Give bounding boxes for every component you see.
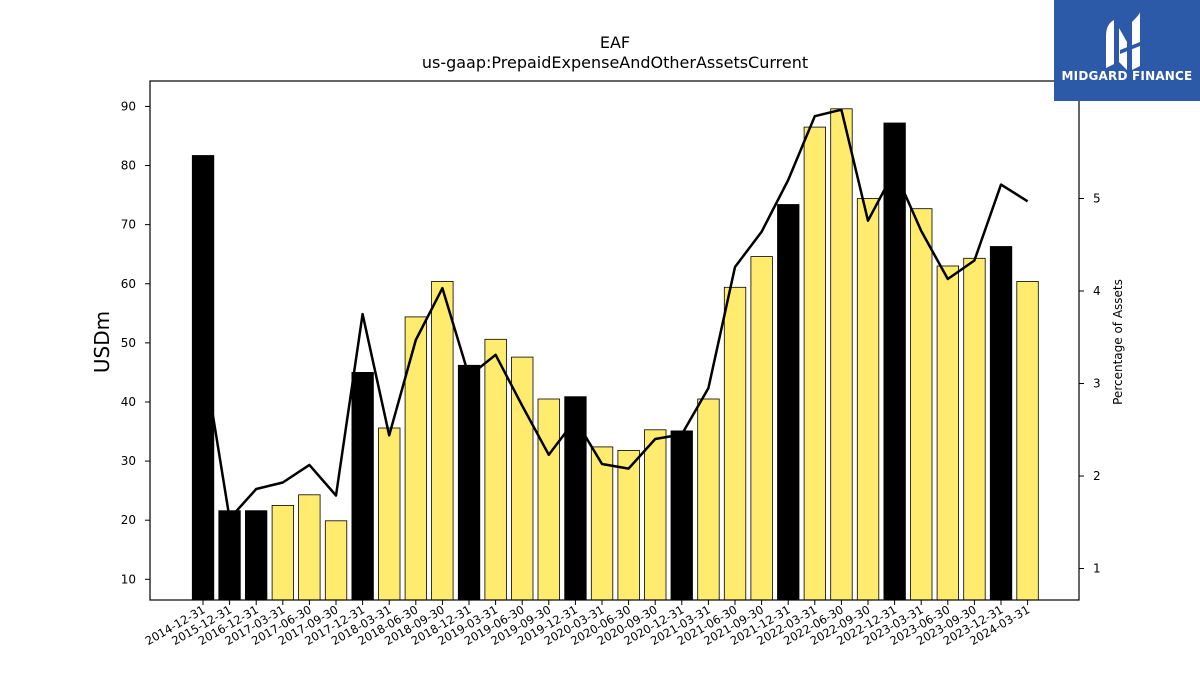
y-axis-label: USDm (90, 311, 114, 373)
bar (750, 256, 773, 601)
y-tick-label: 10 (121, 572, 136, 586)
bar (404, 316, 428, 601)
bar (670, 430, 693, 601)
bar (564, 396, 587, 601)
bar (378, 427, 401, 601)
bar (271, 504, 295, 601)
bar (697, 398, 720, 601)
y-tick-label: 70 (121, 218, 136, 232)
bars (191, 108, 1039, 601)
percentage-line (201, 108, 1029, 520)
y-tick-label: 50 (121, 336, 136, 350)
y2-axis-label: Percentage of Assets (1111, 279, 1125, 405)
bar (936, 265, 959, 601)
percentage-series-line (201, 108, 1029, 520)
bar (910, 208, 933, 601)
bar (830, 108, 853, 601)
chart-title: EAF (600, 33, 630, 52)
bar (1016, 280, 1039, 601)
bar (431, 280, 454, 601)
bar (777, 204, 800, 601)
bar (963, 257, 986, 601)
x-axis: 2014-12-312015-12-312016-12-312017-03-31… (143, 600, 1032, 648)
bar (723, 286, 747, 601)
y2-tick-label: 3 (1093, 377, 1101, 391)
logo: MIDGARD FINANCE (1054, 0, 1200, 101)
bar (856, 198, 880, 601)
y-tick-label: 90 (121, 99, 136, 113)
plot-frame (149, 80, 1080, 601)
bar (324, 520, 348, 601)
y-tick-label: 40 (121, 395, 136, 409)
y-tick-label: 20 (121, 513, 136, 527)
bar (989, 246, 1013, 601)
bar (644, 429, 667, 601)
y-axis: 10 20 30 40 50 60 70 80 90 (121, 99, 150, 586)
bar (457, 364, 481, 601)
bar (351, 371, 374, 601)
bar (218, 510, 241, 601)
bar (590, 446, 614, 601)
y2-tick-label: 2 (1093, 469, 1101, 483)
bar (803, 126, 826, 601)
bar (191, 155, 215, 601)
bar (617, 449, 640, 601)
chart-subtitle: us-gaap:PrepaidExpenseAndOtherAssetsCurr… (422, 53, 808, 72)
y-tick-label: 30 (121, 454, 136, 468)
y2-axis: 1 2 3 4 5 (1079, 191, 1101, 576)
bar (484, 338, 507, 601)
bar (537, 398, 560, 601)
midgard-logo-icon (1106, 12, 1140, 70)
bar (244, 510, 268, 601)
y2-tick-label: 1 (1093, 562, 1101, 576)
bar (883, 122, 906, 601)
y-tick-label: 60 (121, 277, 136, 291)
logo-brand: MIDGARD FINANCE (1061, 69, 1193, 83)
y2-tick-label: 5 (1093, 191, 1101, 205)
y-tick-label: 80 (121, 159, 136, 173)
y2-tick-label: 4 (1093, 284, 1101, 298)
bar (298, 494, 321, 601)
